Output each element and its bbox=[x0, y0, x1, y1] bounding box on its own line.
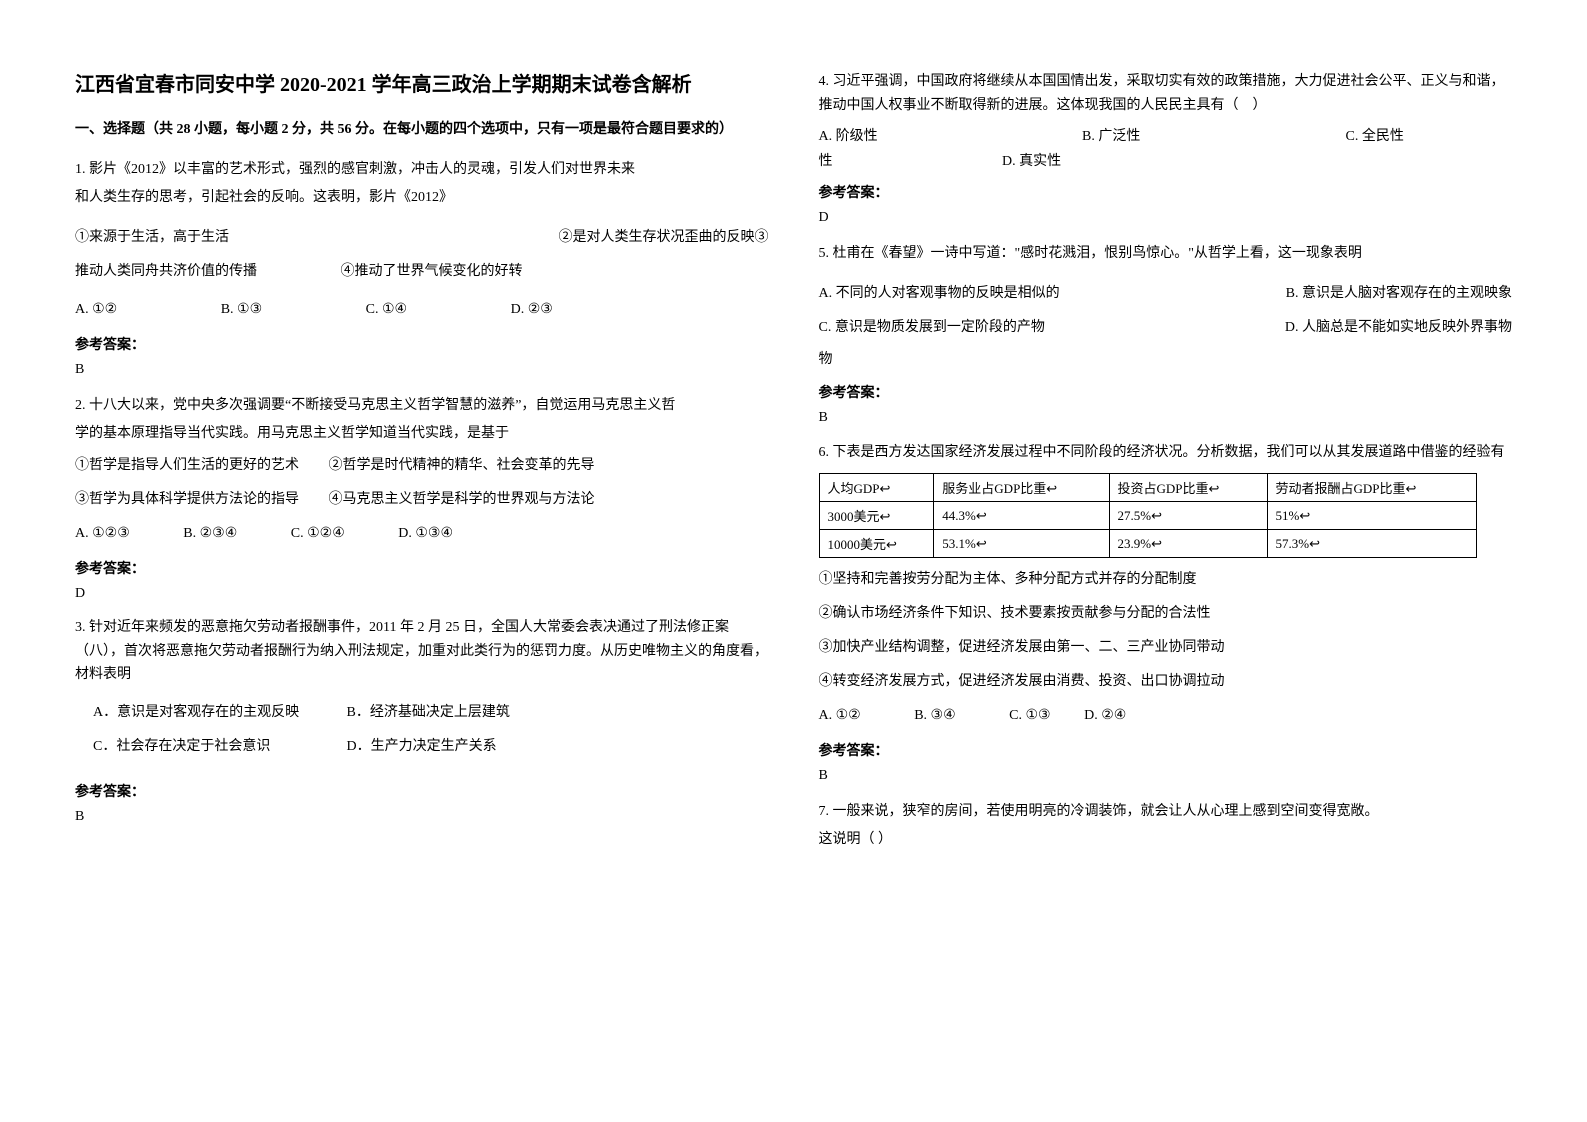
q4-opt-a: A. 阶级性 bbox=[819, 124, 1079, 149]
q6-table: 人均GDP↩ 服务业占GDP比重↩ 投资占GDP比重↩ 劳动者报酬占GDP比重↩… bbox=[819, 473, 1478, 558]
q3: 3. 针对近年来频发的恶意拖欠劳动者报酬事件，2011 年 2 月 25 日，全… bbox=[75, 616, 769, 687]
doc-title: 江西省宜春市同安中学 2020-2021 学年高三政治上学期期末试卷含解析 bbox=[75, 70, 769, 100]
q1-stem2: 和人类生存的思考，引起社会的反响。这表明，影片《2012》 bbox=[75, 184, 769, 212]
q3-opt-c: C．社会存在决定于社会意识 bbox=[93, 733, 343, 761]
q2-c2: ②哲学是时代精神的精华、社会变革的先导 bbox=[329, 458, 595, 473]
q2-answer: D bbox=[75, 586, 769, 602]
q6-options: A. ①② B. ③④ C. ①③ D. ②④ bbox=[819, 702, 1513, 730]
td: 3000美元↩ bbox=[819, 502, 934, 530]
q3-answer: B bbox=[75, 809, 769, 825]
td: 57.3%↩ bbox=[1267, 530, 1477, 558]
answer-label: 参考答案： bbox=[819, 740, 1513, 760]
q6-c4: ④转变经济发展方式，促进经济发展由消费、投资、出口协调拉动 bbox=[819, 668, 1513, 696]
q5-opts1: A. 不同的人对客观事物的反映是相似的 B. 意识是人脑对客观存在的主观映象 bbox=[819, 280, 1513, 308]
q5-tail: 物 bbox=[819, 346, 1513, 374]
q2-c3: ③哲学为具体科学提供方法论的指导 bbox=[75, 486, 325, 514]
q2-line2: ③哲学为具体科学提供方法论的指导 ④马克思主义哲学是科学的世界观与方法论 bbox=[75, 486, 769, 514]
th-2: 投资占GDP比重↩ bbox=[1109, 474, 1267, 502]
q6-opt-c: C. ①③ bbox=[1009, 708, 1050, 723]
q5-opt-b: B. 意识是人脑对客观存在的主观映象 bbox=[1286, 280, 1512, 308]
q2-stem2: 学的基本原理指导当代实践。用马克思主义哲学知道当代实践，是基于 bbox=[75, 420, 769, 448]
q3-opt-d: D．生产力决定生产关系 bbox=[347, 739, 497, 754]
q2-opt-c: C. ①②④ bbox=[291, 526, 345, 541]
q1-choices-line2: 推动人类同舟共济价值的传播 ④推动了世界气候变化的好转 bbox=[75, 258, 769, 286]
td: 27.5%↩ bbox=[1109, 502, 1267, 530]
q1-options: A. ①② B. ①③ C. ①④ D. ②③ bbox=[75, 296, 769, 324]
th-1: 服务业占GDP比重↩ bbox=[934, 474, 1109, 502]
table-row: 3000美元↩ 44.3%↩ 27.5%↩ 51%↩ bbox=[819, 502, 1477, 530]
table-header-row: 人均GDP↩ 服务业占GDP比重↩ 投资占GDP比重↩ 劳动者报酬占GDP比重↩ bbox=[819, 474, 1477, 502]
q2-opt-a: A. ①②③ bbox=[75, 526, 130, 541]
table-row: 10000美元↩ 53.1%↩ 23.9%↩ 57.3%↩ bbox=[819, 530, 1477, 558]
q3-opt-a: A．意识是对客观存在的主观反映 bbox=[93, 699, 343, 727]
q5-stem: 5. 杜甫在《春望》一诗中写道："感时花溅泪，恨别鸟惊心。"从哲学上看，这一现象… bbox=[819, 246, 1362, 261]
th-0: 人均GDP↩ bbox=[819, 474, 934, 502]
q1-stem1: 1. 影片《2012》以丰富的艺术形式，强烈的感官刺激，冲击人的灵魂，引发人们对… bbox=[75, 156, 769, 184]
q5-opt-c: C. 意识是物质发展到一定阶段的产物 bbox=[819, 314, 1045, 342]
q2-opt-b: B. ②③④ bbox=[183, 526, 237, 541]
q4-opt-c: C. 全民性 bbox=[1346, 129, 1404, 144]
q3-opts2: C．社会存在决定于社会意识 D．生产力决定生产关系 bbox=[75, 733, 769, 761]
q1-c1: ①来源于生活，高于生活 bbox=[75, 224, 229, 252]
q5: 5. 杜甫在《春望》一诗中写道："感时花溅泪，恨别鸟惊心。"从哲学上看，这一现象… bbox=[819, 240, 1513, 268]
q1-opt-c: C. ①④ bbox=[366, 296, 407, 324]
q4: 4. 习近平强调，中国政府将继续从本国国情出发，采取切实有效的政策措施，大力促进… bbox=[819, 70, 1513, 118]
q1-c3: 推动人类同舟共济价值的传播 bbox=[75, 264, 257, 279]
q6-c1: ①坚持和完善按劳分配为主体、多种分配方式并存的分配制度 bbox=[819, 566, 1513, 594]
q5-opt-a: A. 不同的人对客观事物的反映是相似的 bbox=[819, 280, 1060, 308]
td: 51%↩ bbox=[1267, 502, 1477, 530]
q2: 2. 十八大以来，党中央多次强调要“不断接受马克思主义哲学智慧的滋养”，自觉运用… bbox=[75, 392, 769, 448]
q6-stem: 6. 下表是西方发达国家经济发展过程中不同阶段的经济状况。分析数据，我们可以从其… bbox=[819, 445, 1505, 460]
q6-answer: B bbox=[819, 768, 1513, 784]
q4-stem: 4. 习近平强调，中国政府将继续从本国国情出发，采取切实有效的政策措施，大力促进… bbox=[819, 74, 1505, 113]
td: 44.3%↩ bbox=[934, 502, 1109, 530]
q7-stem2: 这说明（ ） bbox=[819, 826, 1513, 854]
section-head: 一、选择题（共 28 小题，每小题 2 分，共 56 分。在每小题的四个选项中，… bbox=[75, 118, 769, 142]
answer-label: 参考答案： bbox=[75, 558, 769, 578]
q1-answer: B bbox=[75, 362, 769, 378]
q3-opts1: A．意识是对客观存在的主观反映 B．经济基础决定上层建筑 bbox=[75, 699, 769, 727]
q4-answer: D bbox=[819, 210, 1513, 226]
q4-opt-d: D. 真实性 bbox=[1002, 154, 1061, 169]
q1: 1. 影片《2012》以丰富的艺术形式，强烈的感官刺激，冲击人的灵魂，引发人们对… bbox=[75, 156, 769, 212]
q5-opt-d: D. 人脑总是不能如实地反映外界事物 bbox=[1285, 314, 1512, 342]
q6-opt-d: D. ②④ bbox=[1084, 708, 1126, 723]
q4-opt-b: B. 广泛性 bbox=[1082, 124, 1342, 149]
q2-options: A. ①②③ B. ②③④ C. ①②④ D. ①③④ bbox=[75, 520, 769, 548]
q2-c4: ④马克思主义哲学是科学的世界观与方法论 bbox=[329, 492, 595, 507]
answer-label: 参考答案： bbox=[819, 382, 1513, 402]
q7-stem1: 7. 一般来说，狭窄的房间，若使用明亮的冷调装饰，就会让人从心理上感到空间变得宽… bbox=[819, 798, 1513, 826]
q2-opt-d: D. ①③④ bbox=[398, 526, 453, 541]
q2-line1: ①哲学是指导人们生活的更好的艺术 ②哲学是时代精神的精华、社会变革的先导 bbox=[75, 452, 769, 480]
q6: 6. 下表是西方发达国家经济发展过程中不同阶段的经济状况。分析数据，我们可以从其… bbox=[819, 440, 1513, 465]
q4-opt-c2: 性 bbox=[819, 149, 999, 174]
th-3: 劳动者报酬占GDP比重↩ bbox=[1267, 474, 1477, 502]
q1-opt-d: D. ②③ bbox=[511, 302, 553, 317]
q3-stem: 3. 针对近年来频发的恶意拖欠劳动者报酬事件，2011 年 2 月 25 日，全… bbox=[75, 620, 768, 683]
td: 10000美元↩ bbox=[819, 530, 934, 558]
td: 53.1%↩ bbox=[934, 530, 1109, 558]
q6-c3: ③加快产业结构调整，促进经济发展由第一、二、三产业协同带动 bbox=[819, 634, 1513, 662]
right-column: 4. 习近平强调，中国政府将继续从本国国情出发，采取切实有效的政策措施，大力促进… bbox=[794, 70, 1538, 1082]
left-column: 江西省宜春市同安中学 2020-2021 学年高三政治上学期期末试卷含解析 一、… bbox=[50, 70, 794, 1082]
q2-stem1: 2. 十八大以来，党中央多次强调要“不断接受马克思主义哲学智慧的滋养”，自觉运用… bbox=[75, 392, 769, 420]
q7: 7. 一般来说，狭窄的房间，若使用明亮的冷调装饰，就会让人从心理上感到空间变得宽… bbox=[819, 798, 1513, 854]
q6-opt-a: A. ①② bbox=[819, 708, 861, 723]
q1-choices-line1: ①来源于生活，高于生活 ②是对人类生存状况歪曲的反映③ bbox=[75, 224, 769, 252]
q1-c2: ②是对人类生存状况歪曲的反映③ bbox=[559, 224, 769, 252]
q5-opts2: C. 意识是物质发展到一定阶段的产物 D. 人脑总是不能如实地反映外界事物 bbox=[819, 314, 1513, 342]
q2-c1: ①哲学是指导人们生活的更好的艺术 bbox=[75, 452, 325, 480]
q1-opt-b: B. ①③ bbox=[221, 296, 262, 324]
q3-opt-b: B．经济基础决定上层建筑 bbox=[347, 705, 510, 720]
answer-label: 参考答案： bbox=[75, 781, 769, 801]
q1-c4: ④推动了世界气候变化的好转 bbox=[341, 264, 523, 279]
q6-c2: ②确认市场经济条件下知识、技术要素按贡献参与分配的合法性 bbox=[819, 600, 1513, 628]
answer-label: 参考答案： bbox=[75, 334, 769, 354]
q4-options: A. 阶级性 B. 广泛性 C. 全民性 性 D. 真实性 bbox=[819, 124, 1513, 174]
q5-answer: B bbox=[819, 410, 1513, 426]
answer-label: 参考答案： bbox=[819, 182, 1513, 202]
td: 23.9%↩ bbox=[1109, 530, 1267, 558]
q6-opt-b: B. ③④ bbox=[914, 708, 955, 723]
q1-opt-a: A. ①② bbox=[75, 296, 117, 324]
